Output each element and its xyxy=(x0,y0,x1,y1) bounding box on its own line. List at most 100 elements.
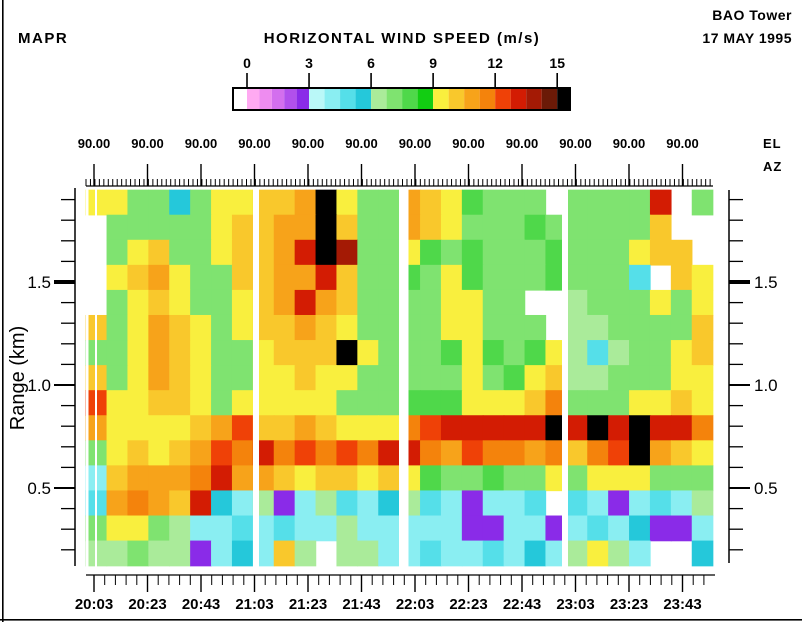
heatmap-cell xyxy=(461,239,484,266)
heatmap-cell xyxy=(106,440,129,467)
heatmap-cell xyxy=(670,340,693,366)
colorbar-swatch xyxy=(541,88,558,110)
heatmap-cell xyxy=(273,465,296,492)
heatmap-cell xyxy=(378,515,400,542)
heatmap-cell xyxy=(169,390,191,416)
elevation-value-label: 90.00 xyxy=(292,136,325,151)
heatmap-cell xyxy=(378,239,400,266)
heatmap-cell xyxy=(273,264,296,291)
heatmap-cell xyxy=(378,189,400,216)
heatmap-cell xyxy=(482,214,505,241)
instrument-label: MAPR xyxy=(18,30,68,47)
heatmap-cell xyxy=(190,264,212,291)
heatmap-cell xyxy=(691,365,714,391)
heatmap-cell xyxy=(649,490,672,517)
heatmap-cell xyxy=(440,314,463,341)
heatmap-cell xyxy=(566,289,588,316)
heatmap-cell xyxy=(482,264,505,291)
range-tick-label-right: 1.0 xyxy=(754,376,778,395)
heatmap-cell xyxy=(169,440,191,467)
heatmap-cell xyxy=(461,189,484,216)
heatmap-cell xyxy=(315,264,338,291)
heatmap-cell xyxy=(482,465,505,492)
heatmap-cell xyxy=(503,264,526,291)
heatmap-cell xyxy=(461,390,484,416)
heatmap-cell xyxy=(378,314,400,341)
azimuth-axis-label: AZ xyxy=(763,159,782,174)
heatmap-cell xyxy=(420,440,442,467)
heatmap-cell xyxy=(649,289,672,316)
heatmap-cell xyxy=(420,239,442,266)
heatmap-cell xyxy=(127,415,150,442)
heatmap-cell xyxy=(336,189,359,216)
heatmap-cell xyxy=(127,289,150,316)
heatmap-cell xyxy=(336,239,359,266)
heatmap-cell xyxy=(691,264,714,291)
colorbar-swatch xyxy=(510,88,527,110)
heatmap-cell xyxy=(503,289,526,316)
heatmap-cell xyxy=(315,340,338,366)
heatmap-cell xyxy=(106,540,129,567)
heatmap-cell xyxy=(461,440,484,467)
heatmap-cell xyxy=(315,440,338,467)
heatmap-cell xyxy=(670,289,693,316)
colorbar-swatch xyxy=(526,88,542,110)
heatmap-cell xyxy=(587,540,609,567)
heatmap-cell xyxy=(315,490,338,517)
heatmap-cell xyxy=(629,365,651,391)
heatmap-cell xyxy=(629,189,651,216)
time-tick-label: 20:03 xyxy=(75,596,113,613)
heatmap-cell xyxy=(629,390,651,416)
heatmap-cell xyxy=(148,515,170,542)
heatmap-cell xyxy=(231,189,254,216)
heatmap-cell xyxy=(649,189,672,216)
colorbar-swatch xyxy=(433,88,449,110)
heatmap-cell xyxy=(482,415,505,442)
colorbar-under-swatch xyxy=(233,88,247,110)
heatmap-cell xyxy=(587,415,609,442)
elevation-axis-label: EL xyxy=(763,136,782,151)
heatmap-cell xyxy=(273,189,296,216)
heatmap-cell xyxy=(273,239,296,266)
heatmap-cell xyxy=(315,239,338,266)
colorbar-tick-label: 9 xyxy=(429,55,437,71)
heatmap-cell xyxy=(231,289,254,316)
heatmap-cell xyxy=(148,289,170,316)
heatmap-cell xyxy=(211,440,233,467)
heatmap-cell xyxy=(378,340,400,366)
heatmap-cell xyxy=(482,390,505,416)
heatmap-cell xyxy=(524,264,547,291)
heatmap-cell xyxy=(566,390,588,416)
elevation-value-label: 90.00 xyxy=(238,136,271,151)
heatmap-cell xyxy=(482,289,505,316)
heatmap-cell xyxy=(629,515,651,542)
heatmap-cell xyxy=(545,365,568,391)
heatmap-cell xyxy=(148,239,170,266)
heatmap-cell xyxy=(231,239,254,266)
heatmap-cell xyxy=(127,214,150,241)
time-tick-label: 21:43 xyxy=(342,596,380,613)
heatmap-cell xyxy=(608,490,630,517)
heatmap-cell xyxy=(294,540,317,567)
heatmap-cell xyxy=(148,189,170,216)
time-tick-label: 21:23 xyxy=(289,596,327,613)
range-tick-label-left: 1.0 xyxy=(27,376,51,395)
heatmap-cell xyxy=(629,440,651,467)
heatmap-cell xyxy=(608,340,630,366)
heatmap-cell xyxy=(691,189,714,216)
heatmap-cell xyxy=(503,440,526,467)
heatmap-cell xyxy=(106,289,129,316)
heatmap-cell xyxy=(378,264,400,291)
heatmap-cell xyxy=(482,490,505,517)
heatmap-cell xyxy=(461,465,484,492)
heatmap-cell xyxy=(524,189,547,216)
heatmap-cell xyxy=(315,515,338,542)
heatmap-cell xyxy=(294,239,317,266)
heatmap-cell xyxy=(231,465,254,492)
heatmap-cell xyxy=(420,390,442,416)
heatmap-cell xyxy=(106,264,129,291)
heatmap-cell xyxy=(190,490,212,517)
heatmap-cell xyxy=(106,465,129,492)
heatmap-cell xyxy=(378,289,400,316)
heatmap-cell xyxy=(587,189,609,216)
